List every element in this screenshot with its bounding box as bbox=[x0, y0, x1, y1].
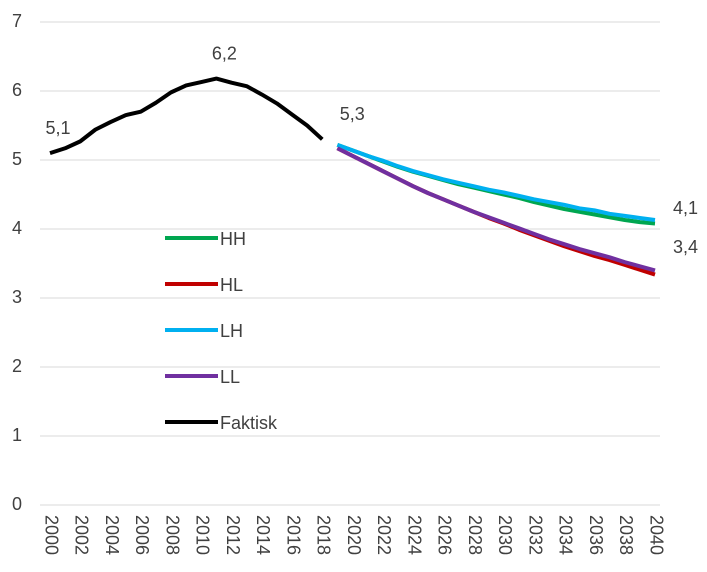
x-tick-label: 2002 bbox=[72, 515, 92, 555]
x-tick-label: 2004 bbox=[102, 515, 122, 555]
x-tick-label: 2010 bbox=[193, 515, 213, 555]
x-tick-label: 2020 bbox=[344, 515, 364, 555]
data-label: 6,2 bbox=[212, 43, 237, 63]
legend-label: HL bbox=[220, 275, 243, 295]
series-line bbox=[49, 76, 324, 156]
y-tick-label: 3 bbox=[12, 287, 22, 307]
x-tick-label: 2012 bbox=[223, 515, 243, 555]
y-tick-label: 0 bbox=[12, 494, 22, 514]
series-line bbox=[336, 142, 656, 223]
x-tick-label: 2036 bbox=[586, 515, 606, 555]
x-tick-label: 2034 bbox=[556, 515, 576, 555]
x-tick-label: 2026 bbox=[435, 515, 455, 555]
y-tick-label: 2 bbox=[12, 356, 22, 376]
x-tick-label: 2038 bbox=[616, 515, 636, 555]
x-tick-label: 2022 bbox=[374, 515, 394, 555]
x-tick-label: 2030 bbox=[495, 515, 515, 555]
y-tick-label: 4 bbox=[12, 218, 22, 238]
y-tick-label: 6 bbox=[12, 80, 22, 100]
x-tick-label: 2000 bbox=[41, 515, 61, 555]
x-tick-label: 2006 bbox=[132, 515, 152, 555]
x-tick-label: 2018 bbox=[314, 515, 334, 555]
data-label: 3,4 bbox=[673, 237, 698, 257]
x-tick-label: 2016 bbox=[283, 515, 303, 555]
y-tick-label: 7 bbox=[12, 11, 22, 31]
x-tick-label: 2040 bbox=[646, 515, 666, 555]
x-tick-label: 2024 bbox=[404, 515, 424, 555]
data-label: 4,1 bbox=[673, 198, 698, 218]
y-tick-label: 1 bbox=[12, 425, 22, 445]
x-tick-label: 2008 bbox=[162, 515, 182, 555]
y-tick-label: 5 bbox=[12, 149, 22, 169]
series-line bbox=[336, 146, 656, 273]
legend-label: LH bbox=[220, 321, 243, 341]
data-label: 5,3 bbox=[340, 104, 365, 124]
x-tick-label: 2032 bbox=[525, 515, 545, 555]
x-tick-label: 2014 bbox=[253, 515, 273, 555]
legend-label: LL bbox=[220, 367, 240, 387]
legend-label: HH bbox=[220, 229, 246, 249]
legend-label: Faktisk bbox=[220, 413, 278, 433]
x-tick-label: 2028 bbox=[465, 515, 485, 555]
data-label: 5,1 bbox=[45, 118, 70, 138]
